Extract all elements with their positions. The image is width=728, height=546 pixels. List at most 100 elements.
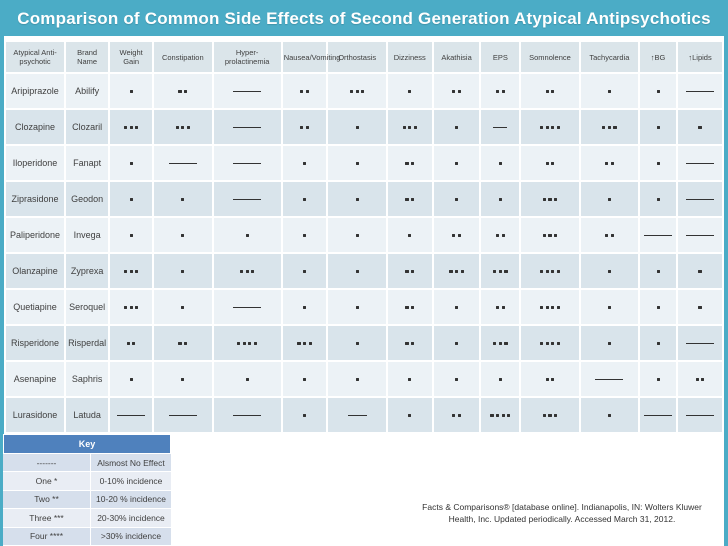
key-meaning: >30% incidence [91,527,171,545]
asterisk-mark [457,414,461,418]
effect-cell-dizziness [387,146,432,180]
effect-cell-hyper-prolactinemia [213,110,281,144]
effect-cell-somnolence [521,146,579,180]
column-header-bg: ↑BG [640,42,677,72]
effect-cell-somnolence [521,182,579,216]
effect-cell-eps [481,110,520,144]
asterisk-mark [410,270,415,274]
effect-cell-lipids [678,362,722,396]
asterisk-mark [178,90,182,94]
asterisk-mark [303,162,307,166]
effect-cell-lipids [678,218,722,252]
brand-name-cell: Fanapt [66,146,109,180]
no-effect-dash [685,198,715,201]
asterisk-mark [498,270,502,274]
asterisk-mark [698,126,702,130]
asterisk-mark [126,342,130,346]
effect-cell-tachycardia [580,218,639,252]
key-symbol: ------- [3,454,91,472]
effects-table: Atypical Anti-psychotic Brand Name Weight … [4,40,724,434]
asterisk-mark [181,234,185,238]
no-effect-dash [685,90,715,93]
no-effect-dash [168,162,197,165]
effect-cell-somnolence [521,326,579,360]
asterisk-mark [490,414,494,418]
effect-cell-tachycardia [580,74,639,108]
effect-cell-akathisia [433,326,480,360]
asterisk-mark [504,342,508,346]
asterisk-mark [452,234,456,238]
column-header-tachycardia: Tachycardia [580,42,639,72]
effect-cell-weight-gain [110,218,153,252]
asterisk-mark [548,198,552,202]
asterisk-mark [454,162,459,166]
asterisk-mark [355,162,359,166]
asterisk-mark [607,198,611,202]
asterisk-mark [701,378,705,382]
asterisk-mark [602,126,606,130]
effect-cell-constipation [154,290,212,324]
asterisk-mark [245,234,249,238]
column-header-weight-gain: Weight Gain [110,42,153,72]
no-effect-dash [233,306,262,309]
asterisk-mark [656,162,660,166]
asterisk-mark [449,270,453,274]
asterisk-mark [610,234,614,238]
asterisk-mark [656,306,660,310]
asterisk-mark [408,126,412,130]
effect-cell-constipation [154,146,212,180]
asterisk-mark [129,270,133,274]
column-header-lipids: ↑Lipids [678,42,722,72]
table-row-aripiprazole: Aripiprazole Abilify [6,74,722,108]
title-bar: Comparison of Common Side Effects of Sec… [0,0,728,36]
effect-cell-hyper-prolactinemia [213,362,281,396]
effect-cell-akathisia [433,218,480,252]
asterisk-mark [656,198,660,202]
drug-name-cell: Olanzapine [6,254,65,288]
effect-cell-akathisia [433,398,480,432]
asterisk-mark [605,162,609,166]
key-meaning: 0-10% incidence [91,472,171,490]
effect-cell-nausea-vomiting [282,110,327,144]
effect-cell-hyper-prolactinemia [213,146,281,180]
asterisk-mark [355,378,359,382]
effect-cell-somnolence [521,398,579,432]
effect-cell-lipids [678,326,722,360]
effect-cell-dizziness [387,218,432,252]
asterisk-mark [129,126,133,130]
asterisk-mark [501,234,505,238]
asterisk-mark [551,162,555,166]
effect-cell-eps [481,398,520,432]
key-row: Four **** >30% incidence [3,527,171,546]
asterisk-mark [454,306,459,310]
asterisk-mark [303,234,307,238]
drug-name-cell: Ziprasidone [6,182,65,216]
effect-cell-akathisia [433,182,480,216]
effect-cell-somnolence [521,74,579,108]
asterisk-mark [129,306,133,310]
effect-cell-eps [481,182,520,216]
effect-cell-bg [640,398,677,432]
effect-cell-nausea-vomiting [282,290,327,324]
asterisk-mark [184,342,188,346]
effect-cell-tachycardia [580,254,639,288]
asterisk-mark [405,306,409,310]
effect-cell-akathisia [433,290,480,324]
asterisk-mark [556,306,560,310]
effect-cell-akathisia [433,110,480,144]
effect-cell-nausea-vomiting [282,398,327,432]
asterisk-mark [350,90,354,94]
table-header-row: Atypical Anti-psychotic Brand Name Weight … [6,42,722,72]
table-row-clozapine: Clozapine Clozaril [6,110,722,144]
effect-cell-hyper-prolactinemia [213,326,281,360]
asterisk-mark [402,126,406,130]
effect-cell-nausea-vomiting [282,146,327,180]
asterisk-mark [452,90,456,94]
asterisk-mark [493,270,497,274]
key-meaning: 10-20 % incidence [91,490,171,509]
effect-cell-akathisia [433,254,480,288]
asterisk-mark [355,342,359,346]
effect-cell-tachycardia [580,398,639,432]
asterisk-mark [542,414,546,418]
